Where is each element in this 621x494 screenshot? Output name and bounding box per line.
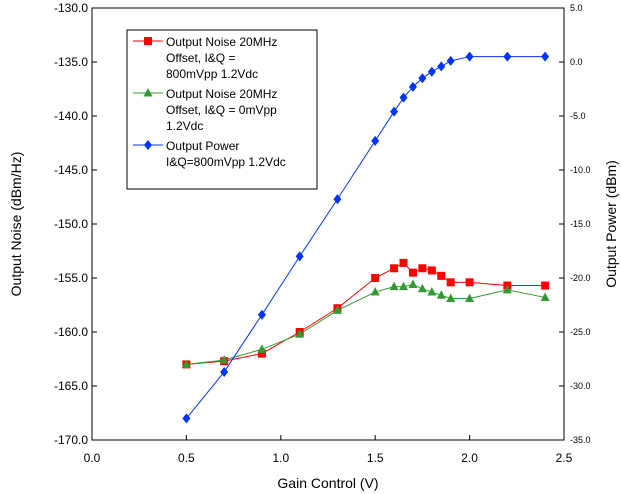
series-2 xyxy=(181,279,550,368)
y2-tick-label: -35.0 xyxy=(570,435,591,445)
data-point-triangle xyxy=(465,293,475,303)
data-point-triangle xyxy=(446,293,456,303)
x-tick-label: 1.5 xyxy=(367,451,384,465)
data-point-triangle xyxy=(257,344,267,353)
legend-label: Offset, I&Q = 0mVpp xyxy=(166,103,277,117)
data-point-diamond xyxy=(390,106,399,117)
data-point-triangle xyxy=(540,292,550,301)
data-point-square xyxy=(371,274,380,282)
y-tick-label: -155.0 xyxy=(54,271,88,285)
right-axis: 5.0 0.0 -5.0 -10.0 -15.0 -20.0 -25.0 -30.0 -35.0 xyxy=(559,3,591,445)
data-point-diamond xyxy=(399,92,408,103)
data-point-square xyxy=(446,278,455,287)
data-point-diamond xyxy=(541,51,550,62)
data-point-triangle xyxy=(417,283,427,293)
y2-tick-label: -30.0 xyxy=(570,381,591,391)
y-tick-label: -160.0 xyxy=(54,325,88,339)
series-3 xyxy=(182,51,550,424)
bottom-axis: 0.0 0.5 1.0 1.5 2.0 2.5 xyxy=(84,435,573,465)
data-point-triangle xyxy=(143,88,153,97)
legend-label: Output Noise 20MHz xyxy=(166,35,277,49)
y2-tick-label: -25.0 xyxy=(570,327,591,337)
legend: Output Noise 20MHz Offset, I&Q = 800mVpp 1… xyxy=(126,29,318,190)
y-tick-label: -150.0 xyxy=(54,217,88,231)
series-line xyxy=(186,283,546,365)
y-tick-label: -145.0 xyxy=(54,163,88,177)
data-point-diamond xyxy=(220,366,229,377)
data-point-diamond xyxy=(465,51,474,62)
legend-label: I&Q=800mVpp 1.2Vdc xyxy=(166,155,286,169)
data-point-square xyxy=(408,268,417,277)
legend-label: Offset, I&Q = xyxy=(166,51,235,65)
data-point-diamond xyxy=(503,51,512,62)
y2-tick-label: -20.0 xyxy=(570,273,591,283)
data-point-diamond xyxy=(257,309,266,320)
data-point-diamond xyxy=(295,251,304,262)
legend-item-3: Output Power I&Q=800mVpp 1.2Vdc xyxy=(133,139,286,169)
data-point-square xyxy=(465,278,474,287)
data-point-triangle xyxy=(436,290,446,299)
data-point-diamond xyxy=(408,81,417,92)
data-point-triangle xyxy=(427,287,437,296)
y-tick-label: -165.0 xyxy=(54,379,88,393)
data-point-diamond xyxy=(418,73,427,84)
x-tick-label: 0.0 xyxy=(84,451,101,465)
data-point-diamond xyxy=(446,55,455,66)
data-point-triangle xyxy=(389,281,399,291)
series-line xyxy=(186,262,546,365)
data-point-square xyxy=(390,264,399,273)
data-point-square xyxy=(427,266,436,275)
data-point-diamond xyxy=(371,135,380,146)
data-point-diamond xyxy=(333,194,342,205)
x-axis-title: Gain Control (V) xyxy=(277,475,378,491)
data-point-square xyxy=(399,258,408,267)
data-point-diamond xyxy=(144,140,152,150)
data-point-square xyxy=(257,349,266,358)
y2-tick-label: -15.0 xyxy=(570,219,591,229)
data-point-triangle xyxy=(219,355,229,364)
x-tick-label: 1.0 xyxy=(272,451,289,465)
y-tick-label: -170.0 xyxy=(54,433,88,447)
legend-label: 800mVpp 1.2Vdc xyxy=(166,67,258,81)
series-line xyxy=(186,56,546,419)
series-layer xyxy=(181,51,550,424)
legend-label: 1.2Vdc xyxy=(166,119,203,133)
legend-label: Output Noise 20MHz xyxy=(166,87,277,101)
data-point-square xyxy=(541,281,550,290)
y2-axis-title: Output Power (dBm) xyxy=(603,160,619,288)
data-point-diamond xyxy=(182,413,191,424)
data-point-triangle xyxy=(332,305,342,314)
data-point-square xyxy=(418,264,427,273)
x-tick-label: 2.5 xyxy=(556,451,573,465)
data-point-triangle xyxy=(502,284,512,294)
legend-item-1: Output Noise 20MHz Offset, I&Q = 800mVpp 1… xyxy=(133,35,277,81)
data-point-diamond xyxy=(427,66,436,77)
y2-tick-label: -10.0 xyxy=(570,165,591,175)
data-point-triangle xyxy=(399,281,409,291)
data-point-square xyxy=(144,37,152,45)
data-point-triangle xyxy=(295,329,305,338)
legend-box xyxy=(126,29,318,190)
data-point-triangle xyxy=(181,359,191,368)
y-tick-label: -135.0 xyxy=(54,55,88,69)
data-point-triangle xyxy=(370,287,380,296)
y2-tick-label: -5.0 xyxy=(570,111,586,121)
legend-item-2: Output Noise 20MHz Offset, I&Q = 0mVpp 1.2… xyxy=(133,87,277,133)
y-tick-label: -140.0 xyxy=(54,109,88,123)
y2-tick-label: 0.0 xyxy=(570,57,583,67)
y-tick-label: -130.0 xyxy=(54,1,88,15)
legend-label: Output Power xyxy=(166,139,239,153)
x-tick-label: 2.0 xyxy=(461,451,478,465)
data-point-diamond xyxy=(437,61,446,72)
x-tick-label: 0.5 xyxy=(178,451,195,465)
data-point-triangle xyxy=(408,279,418,288)
y-axis-title: Output Noise (dBm/Hz) xyxy=(8,152,24,297)
data-point-square xyxy=(437,271,446,280)
left-axis: -130.0 -135.0 -140.0 -145.0 -150.0 -155.0 -160… xyxy=(54,1,97,447)
y2-tick-label: 5.0 xyxy=(570,3,583,13)
